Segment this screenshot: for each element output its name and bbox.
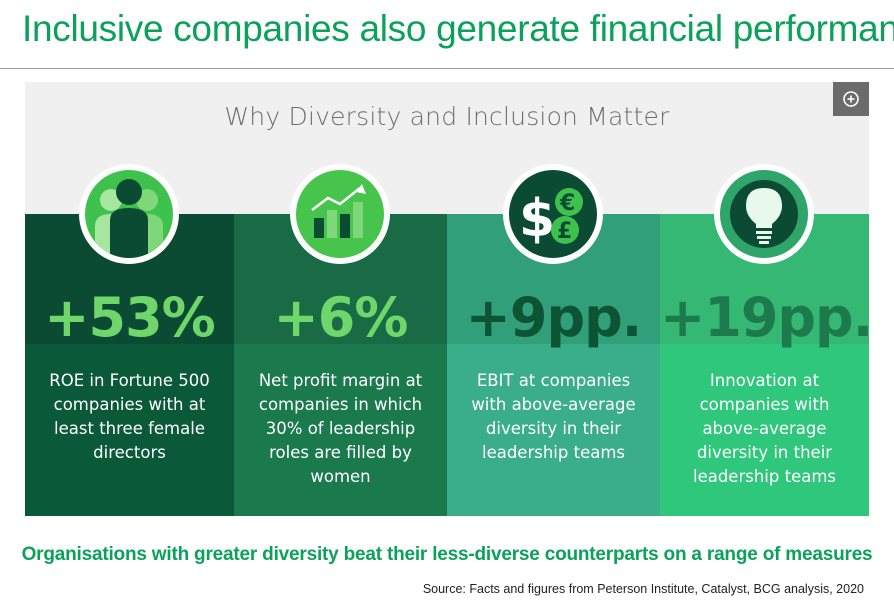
stat-value: +19pp. [660,286,873,349]
stat-column-ebit: +9pp. EBIT at companies with above-avera… [447,214,660,516]
currency-icon-badge: $ € £ [503,164,603,264]
people-icon [95,179,163,258]
infographic: Why Diversity and Inclusion Matter +53% … [25,82,873,516]
source-note: Source: Facts and figures from Peterson … [422,582,864,596]
stat-column-profit-margin: +6% Net profit margin at companies in wh… [234,214,447,516]
lightbulb-icon [730,180,798,248]
stat-column-roe: +53% ROE in Fortune 500 companies with a… [25,214,234,516]
summary-subtitle: Organisations with greater diversity bea… [21,544,873,565]
stat-column-innovation: +19pp. Innovation at companies with abov… [660,214,873,516]
svg-text:$: $ [519,189,555,249]
stat-description: Innovation at companies with above-avera… [692,371,836,486]
people-icon-badge [79,164,179,264]
title-divider [0,68,894,69]
stat-value: +6% [273,286,409,349]
infographic-heading: Why Diversity and Inclusion Matter [224,102,670,131]
zoom-button[interactable] [833,82,869,116]
stat-description: EBIT at companies with above-average div… [471,371,636,462]
svg-text:€: € [559,191,575,216]
growth-chart-icon-badge [290,164,390,264]
stat-value: +9pp. [465,286,643,349]
currency-icon: $ € £ [519,188,583,249]
stat-description: Net profit margin at companies in which … [258,371,423,486]
stat-description: ROE in Fortune 500 companies with at lea… [49,371,210,462]
zoom-plus-icon [843,91,859,107]
page-title: Inclusive companies also generate financ… [22,8,894,49]
stat-value: +53% [44,286,216,349]
svg-text:£: £ [557,219,572,244]
lightbulb-icon-badge [714,164,814,264]
growth-chart-icon [311,184,366,238]
